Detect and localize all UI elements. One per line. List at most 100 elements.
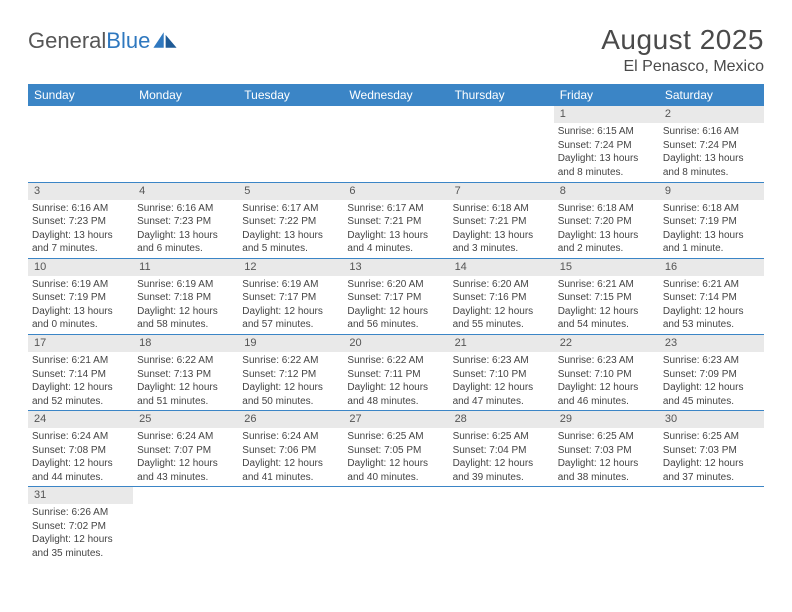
day-content: Sunrise: 6:24 AMSunset: 7:07 PMDaylight:… bbox=[133, 428, 238, 486]
calendar-row: 1Sunrise: 6:15 AMSunset: 7:24 PMDaylight… bbox=[28, 106, 764, 182]
day-content: Sunrise: 6:15 AMSunset: 7:24 PMDaylight:… bbox=[554, 123, 659, 181]
day-number: 10 bbox=[28, 259, 133, 276]
calendar-cell: 24Sunrise: 6:24 AMSunset: 7:08 PMDayligh… bbox=[28, 411, 133, 487]
calendar-cell: 9Sunrise: 6:18 AMSunset: 7:19 PMDaylight… bbox=[659, 182, 764, 258]
day-number: 8 bbox=[554, 183, 659, 200]
calendar-cell: 3Sunrise: 6:16 AMSunset: 7:23 PMDaylight… bbox=[28, 182, 133, 258]
day-number: 25 bbox=[133, 411, 238, 428]
day-content: Sunrise: 6:16 AMSunset: 7:23 PMDaylight:… bbox=[133, 200, 238, 258]
calendar-cell bbox=[133, 106, 238, 182]
day-content: Sunrise: 6:21 AMSunset: 7:15 PMDaylight:… bbox=[554, 276, 659, 334]
calendar-cell bbox=[343, 487, 448, 563]
logo: GeneralBlue bbox=[28, 28, 178, 54]
day-content: Sunrise: 6:22 AMSunset: 7:13 PMDaylight:… bbox=[133, 352, 238, 410]
calendar-cell: 1Sunrise: 6:15 AMSunset: 7:24 PMDaylight… bbox=[554, 106, 659, 182]
day-number: 2 bbox=[659, 106, 764, 123]
calendar-cell: 12Sunrise: 6:19 AMSunset: 7:17 PMDayligh… bbox=[238, 258, 343, 334]
day-number: 29 bbox=[554, 411, 659, 428]
day-content: Sunrise: 6:23 AMSunset: 7:09 PMDaylight:… bbox=[659, 352, 764, 410]
day-number: 24 bbox=[28, 411, 133, 428]
day-header: Monday bbox=[133, 84, 238, 106]
day-content: Sunrise: 6:19 AMSunset: 7:19 PMDaylight:… bbox=[28, 276, 133, 334]
day-content: Sunrise: 6:23 AMSunset: 7:10 PMDaylight:… bbox=[449, 352, 554, 410]
calendar-cell: 14Sunrise: 6:20 AMSunset: 7:16 PMDayligh… bbox=[449, 258, 554, 334]
day-number: 4 bbox=[133, 183, 238, 200]
calendar-row: 24Sunrise: 6:24 AMSunset: 7:08 PMDayligh… bbox=[28, 411, 764, 487]
calendar-cell bbox=[659, 487, 764, 563]
calendar-cell: 8Sunrise: 6:18 AMSunset: 7:20 PMDaylight… bbox=[554, 182, 659, 258]
day-number: 27 bbox=[343, 411, 448, 428]
day-number: 31 bbox=[28, 487, 133, 504]
calendar-cell bbox=[133, 487, 238, 563]
day-number: 7 bbox=[449, 183, 554, 200]
day-number: 11 bbox=[133, 259, 238, 276]
day-content: Sunrise: 6:24 AMSunset: 7:06 PMDaylight:… bbox=[238, 428, 343, 486]
calendar-cell: 2Sunrise: 6:16 AMSunset: 7:24 PMDaylight… bbox=[659, 106, 764, 182]
day-content: Sunrise: 6:20 AMSunset: 7:16 PMDaylight:… bbox=[449, 276, 554, 334]
calendar-cell: 18Sunrise: 6:22 AMSunset: 7:13 PMDayligh… bbox=[133, 334, 238, 410]
day-content: Sunrise: 6:25 AMSunset: 7:05 PMDaylight:… bbox=[343, 428, 448, 486]
day-number: 19 bbox=[238, 335, 343, 352]
day-number: 18 bbox=[133, 335, 238, 352]
day-content: Sunrise: 6:22 AMSunset: 7:11 PMDaylight:… bbox=[343, 352, 448, 410]
calendar-cell: 21Sunrise: 6:23 AMSunset: 7:10 PMDayligh… bbox=[449, 334, 554, 410]
calendar-cell: 16Sunrise: 6:21 AMSunset: 7:14 PMDayligh… bbox=[659, 258, 764, 334]
calendar-row: 3Sunrise: 6:16 AMSunset: 7:23 PMDaylight… bbox=[28, 182, 764, 258]
calendar-cell: 11Sunrise: 6:19 AMSunset: 7:18 PMDayligh… bbox=[133, 258, 238, 334]
day-content: Sunrise: 6:16 AMSunset: 7:24 PMDaylight:… bbox=[659, 123, 764, 181]
day-content: Sunrise: 6:25 AMSunset: 7:03 PMDaylight:… bbox=[554, 428, 659, 486]
calendar-cell: 10Sunrise: 6:19 AMSunset: 7:19 PMDayligh… bbox=[28, 258, 133, 334]
day-content: Sunrise: 6:25 AMSunset: 7:04 PMDaylight:… bbox=[449, 428, 554, 486]
day-header: Friday bbox=[554, 84, 659, 106]
month-title: August 2025 bbox=[601, 24, 764, 56]
title-block: August 2025 El Penasco, Mexico bbox=[601, 24, 764, 76]
day-content: Sunrise: 6:18 AMSunset: 7:21 PMDaylight:… bbox=[449, 200, 554, 258]
day-number: 12 bbox=[238, 259, 343, 276]
day-content: Sunrise: 6:19 AMSunset: 7:18 PMDaylight:… bbox=[133, 276, 238, 334]
calendar-body: 1Sunrise: 6:15 AMSunset: 7:24 PMDaylight… bbox=[28, 106, 764, 563]
calendar-cell: 7Sunrise: 6:18 AMSunset: 7:21 PMDaylight… bbox=[449, 182, 554, 258]
day-header: Tuesday bbox=[238, 84, 343, 106]
day-number: 26 bbox=[238, 411, 343, 428]
day-number: 16 bbox=[659, 259, 764, 276]
day-content: Sunrise: 6:26 AMSunset: 7:02 PMDaylight:… bbox=[28, 504, 133, 562]
day-content: Sunrise: 6:18 AMSunset: 7:20 PMDaylight:… bbox=[554, 200, 659, 258]
logo-text-general: General bbox=[28, 28, 106, 54]
day-number: 5 bbox=[238, 183, 343, 200]
day-content: Sunrise: 6:22 AMSunset: 7:12 PMDaylight:… bbox=[238, 352, 343, 410]
day-content: Sunrise: 6:16 AMSunset: 7:23 PMDaylight:… bbox=[28, 200, 133, 258]
day-header: Sunday bbox=[28, 84, 133, 106]
day-content: Sunrise: 6:17 AMSunset: 7:22 PMDaylight:… bbox=[238, 200, 343, 258]
calendar-cell: 30Sunrise: 6:25 AMSunset: 7:03 PMDayligh… bbox=[659, 411, 764, 487]
calendar-cell: 13Sunrise: 6:20 AMSunset: 7:17 PMDayligh… bbox=[343, 258, 448, 334]
calendar-cell bbox=[343, 106, 448, 182]
day-content: Sunrise: 6:25 AMSunset: 7:03 PMDaylight:… bbox=[659, 428, 764, 486]
calendar-cell: 15Sunrise: 6:21 AMSunset: 7:15 PMDayligh… bbox=[554, 258, 659, 334]
day-number: 21 bbox=[449, 335, 554, 352]
calendar-cell: 26Sunrise: 6:24 AMSunset: 7:06 PMDayligh… bbox=[238, 411, 343, 487]
day-number: 6 bbox=[343, 183, 448, 200]
day-header-row: Sunday Monday Tuesday Wednesday Thursday… bbox=[28, 84, 764, 106]
day-number: 30 bbox=[659, 411, 764, 428]
day-header: Saturday bbox=[659, 84, 764, 106]
day-number: 13 bbox=[343, 259, 448, 276]
day-number: 20 bbox=[343, 335, 448, 352]
day-content: Sunrise: 6:21 AMSunset: 7:14 PMDaylight:… bbox=[659, 276, 764, 334]
calendar-cell bbox=[449, 487, 554, 563]
calendar-cell: 27Sunrise: 6:25 AMSunset: 7:05 PMDayligh… bbox=[343, 411, 448, 487]
calendar-cell: 31Sunrise: 6:26 AMSunset: 7:02 PMDayligh… bbox=[28, 487, 133, 563]
location: El Penasco, Mexico bbox=[601, 58, 764, 76]
day-number: 17 bbox=[28, 335, 133, 352]
day-number: 1 bbox=[554, 106, 659, 123]
day-content: Sunrise: 6:17 AMSunset: 7:21 PMDaylight:… bbox=[343, 200, 448, 258]
calendar-row: 10Sunrise: 6:19 AMSunset: 7:19 PMDayligh… bbox=[28, 258, 764, 334]
day-number: 23 bbox=[659, 335, 764, 352]
calendar-cell: 6Sunrise: 6:17 AMSunset: 7:21 PMDaylight… bbox=[343, 182, 448, 258]
day-content: Sunrise: 6:23 AMSunset: 7:10 PMDaylight:… bbox=[554, 352, 659, 410]
calendar-cell bbox=[28, 106, 133, 182]
day-content: Sunrise: 6:18 AMSunset: 7:19 PMDaylight:… bbox=[659, 200, 764, 258]
calendar-cell: 20Sunrise: 6:22 AMSunset: 7:11 PMDayligh… bbox=[343, 334, 448, 410]
day-number: 22 bbox=[554, 335, 659, 352]
calendar-cell bbox=[554, 487, 659, 563]
day-content: Sunrise: 6:21 AMSunset: 7:14 PMDaylight:… bbox=[28, 352, 133, 410]
